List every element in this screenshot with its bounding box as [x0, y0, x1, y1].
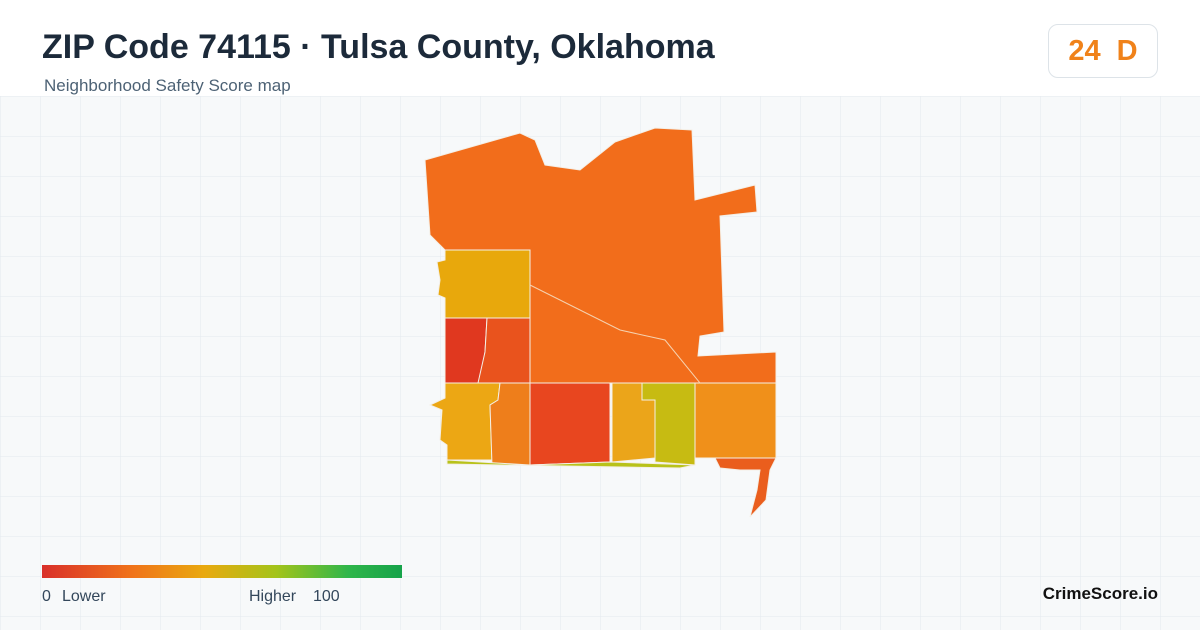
grade: D [1116, 34, 1138, 67]
header: ZIP Code 74115 · Tulsa County, Oklahoma … [0, 0, 1200, 96]
legend-min: 0 [42, 588, 51, 605]
legend-min-label: Lower [62, 588, 106, 605]
region [694, 382, 777, 459]
region [436, 249, 531, 319]
road [529, 284, 701, 384]
zip-regions [424, 127, 777, 518]
score: 24 [1068, 34, 1101, 67]
title: ZIP Code 74115 · Tulsa County, Oklahoma [42, 28, 715, 66]
score-badge: 24 D [1048, 24, 1158, 78]
region [446, 459, 696, 469]
legend-max: 100 [313, 588, 340, 605]
brand: CrimeScore.io [1042, 584, 1158, 603]
legend-max-label: Higher [249, 588, 297, 605]
region [529, 382, 611, 466]
subtitle: Neighborhood Safety Score map [44, 76, 291, 95]
region [714, 457, 777, 518]
legend-gradient [42, 565, 402, 578]
